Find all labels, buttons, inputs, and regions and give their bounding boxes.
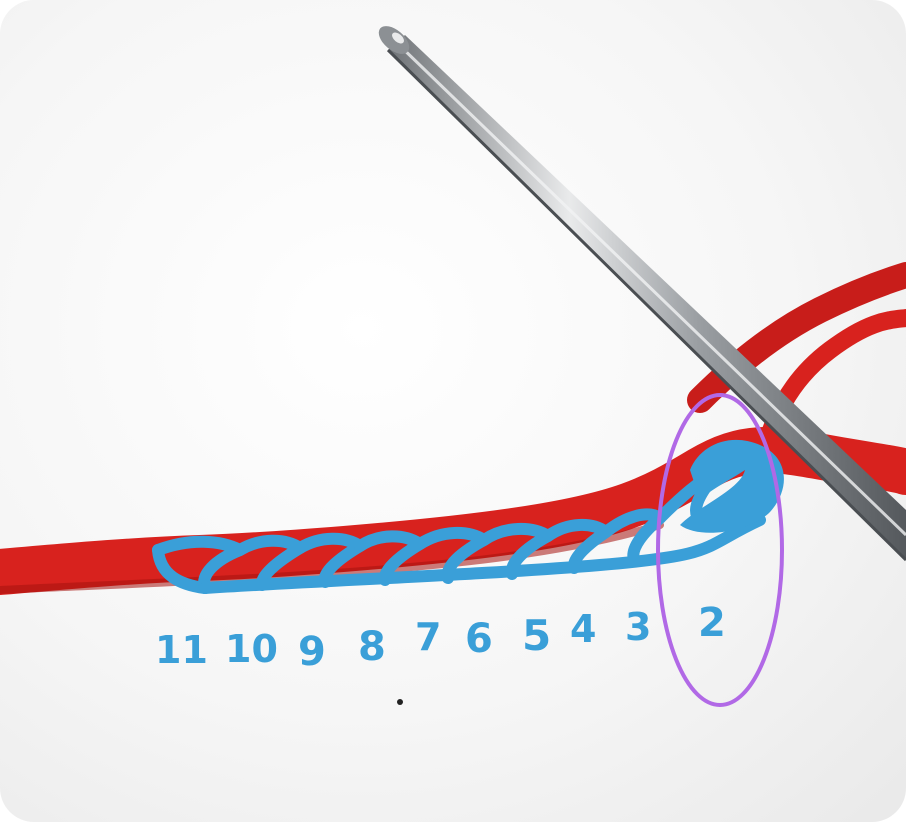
stitch-number-4: 4 bbox=[570, 607, 596, 651]
stitch-number-9: 9 bbox=[298, 629, 326, 675]
stitch-numbers: 11 10 9 8 7 6 5 4 3 2 bbox=[155, 600, 726, 675]
stitch-number-6: 6 bbox=[465, 616, 493, 662]
stitch-number-2: 2 bbox=[698, 600, 726, 646]
stitch-number-8: 8 bbox=[358, 624, 386, 670]
stitch-number-5: 5 bbox=[522, 611, 551, 660]
stitch-loop-2-fill bbox=[680, 439, 784, 533]
crochet-hook bbox=[378, 26, 906, 562]
paper-speck bbox=[397, 699, 403, 705]
highlight-circle bbox=[656, 393, 784, 707]
stitch-number-10: 10 bbox=[225, 627, 278, 671]
stitch-band-bottom bbox=[199, 514, 766, 594]
stitch-number-11: 11 bbox=[155, 628, 208, 672]
stitch-number-7: 7 bbox=[415, 615, 441, 659]
stitch-annotations bbox=[152, 464, 766, 594]
stitch-loop-11 bbox=[152, 544, 211, 594]
stitch-number-3: 3 bbox=[625, 605, 651, 649]
